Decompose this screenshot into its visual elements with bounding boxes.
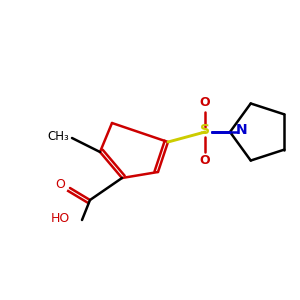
Text: CH₃: CH₃ (47, 130, 69, 143)
Text: O: O (200, 154, 210, 167)
Text: N: N (236, 123, 248, 137)
Text: S: S (200, 123, 210, 137)
Text: O: O (55, 178, 65, 190)
Text: O: O (200, 97, 210, 110)
Text: HO: HO (50, 212, 70, 224)
